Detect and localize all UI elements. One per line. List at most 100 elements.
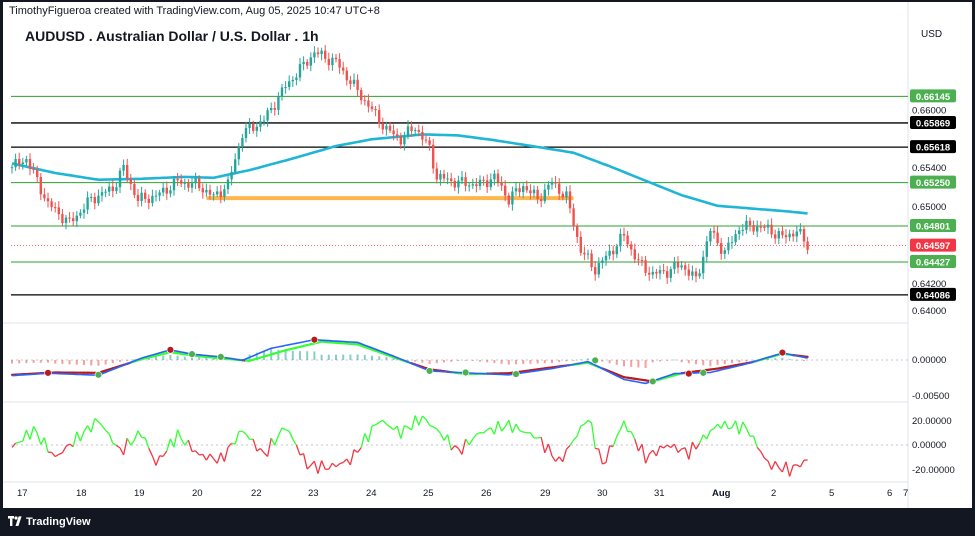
candle — [576, 226, 579, 237]
oscillator-segment — [598, 448, 604, 465]
oscillator-segment — [216, 452, 222, 464]
macd-cross-dot — [425, 367, 434, 375]
candle — [360, 90, 363, 101]
time-tick: 20 — [192, 488, 203, 499]
oscillator-segment — [547, 443, 553, 457]
macd-histogram-bar — [493, 360, 496, 364]
macd-histogram-bar — [558, 360, 561, 363]
candle — [248, 123, 251, 128]
oscillator-segment — [652, 449, 657, 457]
candle — [345, 70, 348, 81]
time-axis[interactable]: 17 18 19 20 22 23 24 25 26 29 30 31 Aug 2 5 6 7 — [17, 488, 908, 499]
macd-histogram-bar — [680, 360, 683, 363]
candle — [338, 59, 341, 68]
oscillator-segment — [87, 425, 92, 433]
candle — [633, 249, 636, 260]
oscillator-segment — [774, 461, 780, 469]
macd-line — [11, 338, 808, 385]
candle — [565, 191, 568, 198]
candle — [208, 189, 212, 195]
macd-histogram-bar — [255, 352, 258, 360]
macd-cross-dot — [44, 369, 52, 377]
candle — [259, 121, 262, 127]
oscillator-segment — [504, 419, 510, 427]
oscillator-segment — [133, 430, 139, 441]
candle — [126, 165, 129, 179]
candle — [626, 235, 629, 245]
candle — [453, 180, 456, 188]
macd-histogram-bar — [205, 357, 208, 360]
oscillator-segment — [785, 461, 791, 477]
candle — [144, 192, 147, 199]
macd-histogram-bar — [291, 350, 294, 360]
time-tick: 2 — [771, 488, 776, 499]
candle — [590, 253, 593, 268]
oscillator-segment — [339, 461, 344, 465]
candle — [309, 57, 312, 66]
macd-histogram-bar — [313, 351, 316, 360]
candle — [205, 189, 208, 193]
macd-histogram-bar — [421, 360, 424, 363]
oscillator-segment — [364, 433, 369, 443]
oscillator-pane — [11, 415, 908, 477]
chart-canvas[interactable]: 0.66145 0.65869 0.65618 0.65250 0.64801 0.645… — [3, 2, 972, 508]
oscillator-segment — [205, 453, 211, 461]
oscillator-segment — [313, 460, 319, 474]
candle — [331, 57, 334, 66]
oscillator-segment — [281, 427, 286, 431]
candles-layer — [10, 45, 809, 285]
candle — [763, 226, 766, 228]
candle — [741, 229, 744, 231]
candle — [622, 233, 626, 236]
candle — [802, 228, 806, 242]
level-label: 0.65618 — [916, 143, 950, 154]
oscillator-segment — [688, 441, 694, 460]
oscillator-segment — [695, 442, 701, 450]
candle — [489, 179, 492, 188]
macd-histogram-bar — [104, 360, 107, 365]
oscillator-segment — [634, 438, 640, 452]
price-tick: 0.66000 — [912, 105, 946, 116]
candle — [723, 250, 726, 254]
oscillator-segment — [677, 448, 683, 453]
macd-histogram-bar — [11, 360, 13, 364]
candle — [18, 158, 21, 165]
candle — [93, 197, 96, 204]
macd-histogram-bar — [119, 360, 121, 362]
oscillator-segment — [691, 441, 697, 450]
oscillator-segment — [465, 438, 470, 446]
candle — [273, 107, 276, 110]
footer-brand[interactable]: TradingView — [26, 516, 91, 528]
oscillator-segment — [540, 437, 546, 453]
oscillator-segment — [710, 427, 715, 432]
oscillator-segment — [796, 464, 801, 468]
macd-histogram-bar — [781, 357, 784, 360]
tradingview-logo-icon[interactable] — [8, 516, 22, 526]
oscillator-segment — [425, 418, 431, 426]
candle — [262, 120, 266, 122]
oscillator-segment — [396, 425, 402, 439]
candle — [61, 214, 64, 224]
level-label: 0.64801 — [916, 221, 951, 232]
oscillator-segment — [663, 444, 668, 449]
oscillator-segment — [349, 449, 355, 466]
time-tick: 18 — [76, 488, 87, 499]
macd-histogram-bar — [551, 360, 553, 364]
oscillator-segment — [778, 467, 783, 473]
oscillator-segment — [648, 449, 654, 455]
price-axis[interactable]: 0.66145 0.65869 0.65618 0.65250 0.64801 0.645… — [910, 89, 956, 476]
candle — [446, 178, 449, 180]
oscillator-segment — [195, 450, 200, 456]
candle — [284, 86, 287, 88]
candle — [298, 64, 302, 78]
candle — [684, 265, 687, 270]
candle — [439, 173, 442, 180]
macd-histogram-bar — [536, 360, 539, 364]
candle — [140, 192, 143, 202]
candle — [43, 194, 46, 199]
macd-histogram-bar — [18, 360, 21, 364]
candle — [568, 191, 572, 209]
candle — [734, 234, 737, 243]
candle — [532, 189, 536, 194]
candle — [572, 208, 575, 227]
